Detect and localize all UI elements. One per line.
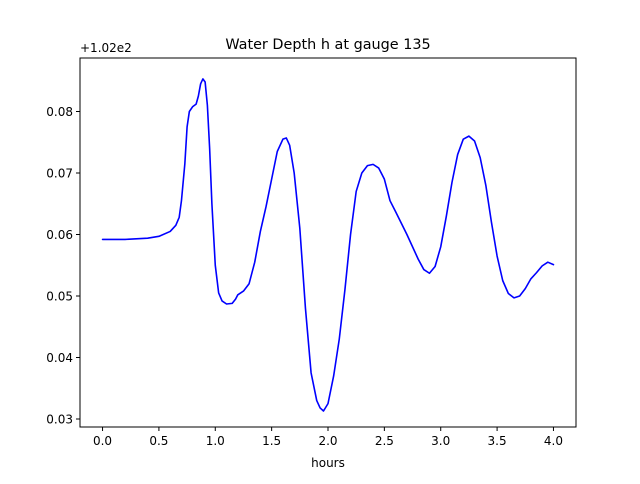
y-tick-label: 0.04 bbox=[46, 351, 73, 365]
x-tick-label: 3.5 bbox=[488, 434, 507, 448]
x-tick-label: 4.0 bbox=[544, 434, 563, 448]
x-axis-label: hours bbox=[311, 456, 345, 470]
chart-title: Water Depth h at gauge 135 bbox=[225, 37, 430, 53]
x-tick-label: 2.0 bbox=[318, 434, 337, 448]
y-tick-label: 0.05 bbox=[46, 290, 73, 304]
axis-offset-label: +1.02e2 bbox=[80, 41, 132, 55]
y-tick-label: 0.07 bbox=[46, 167, 73, 181]
y-tick-label: 0.06 bbox=[46, 228, 73, 242]
x-tick-label: 0.0 bbox=[93, 434, 112, 448]
y-tick-label: 0.03 bbox=[46, 413, 73, 427]
x-tick-label: 1.5 bbox=[262, 434, 281, 448]
x-tick-label: 0.5 bbox=[149, 434, 168, 448]
x-tick-label: 3.0 bbox=[431, 434, 450, 448]
series-line-0 bbox=[101, 78, 555, 412]
x-tick-label: 1.0 bbox=[206, 434, 225, 448]
x-tick-label: 2.5 bbox=[375, 434, 394, 448]
y-tick-label: 0.08 bbox=[46, 105, 73, 119]
